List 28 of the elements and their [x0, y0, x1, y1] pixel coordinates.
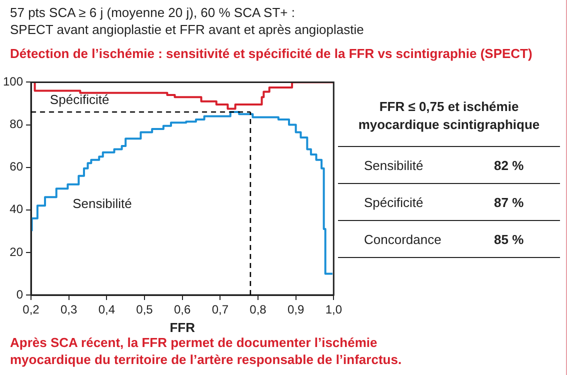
text: FFR ≤ 0,75 et ischémie myocardique scintigraphique	[338, 92, 560, 147]
y-tick-label: 20	[10, 244, 24, 259]
category-label: Sensibilité	[363, 158, 424, 172]
data-label: 87 %	[494, 194, 524, 210]
series-label: Sensibilité	[72, 196, 132, 212]
x-tick-label: 0,4	[98, 302, 116, 317]
chart-title: Détection de l’ischémie : sensitivité et spécificité de la FFR vs scintigraphie (SPECT)	[10, 46, 532, 61]
text: Après SCA récent, la FFR permet de documenter l’ischémie myocardique du territoire de l’artère responsable de l’infarctus.	[10, 334, 402, 368]
x-tick-label: 0,3	[60, 302, 78, 317]
x-tick-label: 0,2	[22, 302, 40, 317]
x-tick-label: 0,6	[174, 302, 192, 317]
series-label: Spécificité	[50, 92, 110, 107]
y-tick-label: 60	[10, 160, 24, 174]
y-tick-label: 40	[10, 202, 24, 216]
y-tick-label: 80	[10, 117, 24, 132]
y-tick-label: 100	[2, 74, 24, 89]
x-tick-label: 0,9	[287, 302, 304, 317]
x-axis-title: FFR	[170, 320, 196, 335]
x-tick-label: 0,8	[250, 302, 267, 317]
data-label: 82 %	[494, 158, 524, 172]
x-tick-label: 0,5	[136, 302, 154, 317]
chart-subtitle: 57 pts SCA ≥ 6 j (moyenne 20 j), 60 % SCA ST+ : SPECT avant angioplastie et FFR avant et après angioplastie	[10, 4, 364, 38]
y-tick-label: 0	[16, 287, 24, 302]
category-label: Concordance	[363, 232, 442, 246]
x-tick-label: 1,0	[325, 302, 342, 317]
category-label: Spécificité	[363, 194, 424, 210]
x-tick-label: 0,7	[212, 302, 229, 317]
data-label: 85 %	[494, 232, 524, 246]
